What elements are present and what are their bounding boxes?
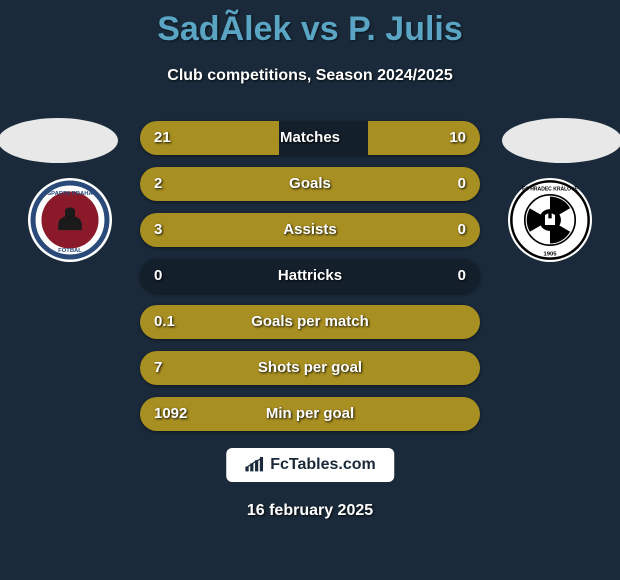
page-title: SadÃ­lek vs P. Julis [0,0,620,49]
hradec-kralove-crest: FC HRADEC KRÁLOVÉ 1905 [508,178,592,262]
stat-row: 7Shots per goal [140,351,480,385]
stat-label: Goals [140,167,480,201]
player-silhouette-left [0,118,118,163]
svg-text:FC HRADEC KRÁLOVÉ: FC HRADEC KRÁLOVÉ [522,185,578,193]
stats-list: 2110Matches 20Goals 30Assists 00Hattricks 0.… [140,121,480,443]
stat-label: Hattricks [140,259,480,293]
watermark-badge: FcTables.com [226,448,394,482]
stat-label: Matches [140,121,480,155]
player-silhouette-right [502,118,620,163]
page-subtitle: Club competitions, Season 2024/2025 [0,67,620,85]
stat-label: Min per goal [140,397,480,431]
stat-row: 2110Matches [140,121,480,155]
chart-icon [244,457,264,473]
svg-text:1905: 1905 [543,251,557,257]
watermark-text: FcTables.com [270,456,376,474]
svg-text:SPARTA PRAHA: SPARTA PRAHA [47,191,93,197]
stat-row: 20Goals [140,167,480,201]
stat-row: 30Assists [140,213,480,247]
date-label: 16 february 2025 [0,502,620,520]
stat-row: 00Hattricks [140,259,480,293]
stat-row: 0.1Goals per match [140,305,480,339]
stat-label: Shots per goal [140,351,480,385]
stat-label: Assists [140,213,480,247]
stat-label: Goals per match [140,305,480,339]
sparta-praha-crest: SPARTA PRAHA FOTBAL [28,178,112,262]
svg-text:FOTBAL: FOTBAL [58,248,82,254]
stat-row: 1092Min per goal [140,397,480,431]
